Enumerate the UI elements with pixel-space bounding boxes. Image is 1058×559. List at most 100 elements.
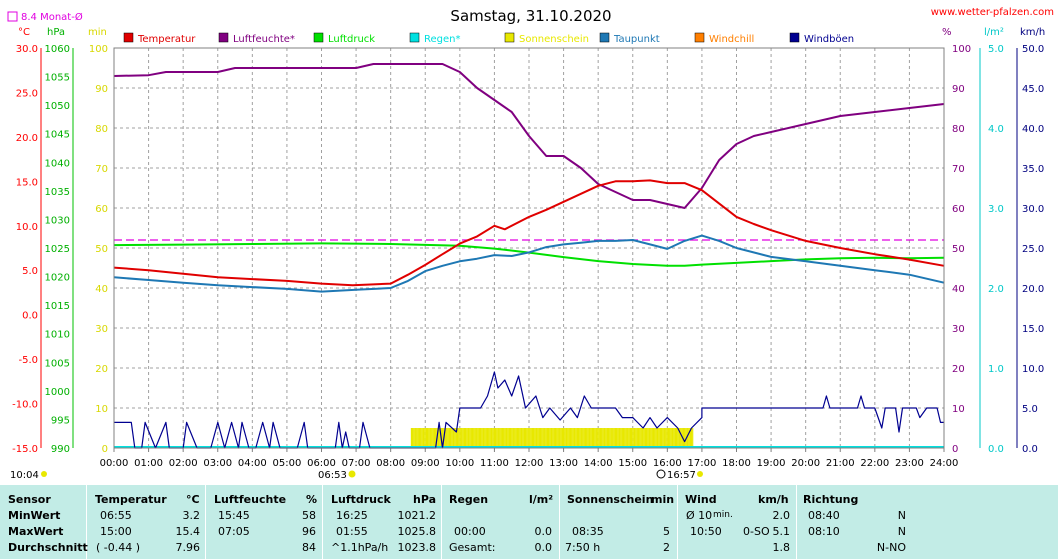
sunshine-tick-label: 80 <box>95 124 108 135</box>
rain-tick-label: 0.0 <box>988 444 1004 455</box>
wind-tick-label: 5.0 <box>1022 404 1038 415</box>
stats-avg-sun: 2 <box>663 541 670 554</box>
pressure-tick-label: 1015 <box>45 301 70 312</box>
humidity-tick-label: 20 <box>952 364 965 375</box>
x-tick-label: 15:00 <box>618 458 647 469</box>
wind-tick-label: 0.0 <box>1022 444 1038 455</box>
stats-avg-temp-dev: ( -0.44 ) <box>96 541 141 554</box>
stats-avg-press: 1023.8 <box>397 541 437 554</box>
legend-label: Temperatur <box>137 34 196 45</box>
x-tick-label: 10:00 <box>445 458 474 469</box>
x-tick-label: 21:00 <box>826 458 855 469</box>
sunset-label: 16:57 <box>667 470 696 481</box>
rain-tick-label: 1.0 <box>988 364 1004 375</box>
x-tick-label: 17:00 <box>688 458 717 469</box>
wind-tick-label: 40.0 <box>1022 124 1044 135</box>
sunset-sun-icon <box>697 471 703 477</box>
stats-max-sun-time: 08:35 <box>572 525 604 538</box>
stats-max-wind: 5.1 <box>772 525 791 538</box>
stats-panel: Sensor Temperatur °C Luftfeuchte % Luftd… <box>0 485 1058 559</box>
pressure-tick-label: 1000 <box>45 387 70 398</box>
stats-min-wind: 2.0 <box>772 509 791 522</box>
weather-chart: Samstag, 31.10.2020 www.wetter-pfalzen.c… <box>7 7 1054 481</box>
stats-header-hum-unit: % <box>306 493 318 506</box>
humidity-tick-label: 100 <box>952 44 971 55</box>
temp-tick-label: 30.0 <box>16 44 38 55</box>
unit-rain: l/m² <box>984 27 1004 38</box>
wind-tick-label: 20.0 <box>1022 284 1044 295</box>
stats-max-press-time: 01:55 <box>336 525 368 538</box>
humidity-line <box>113 63 945 209</box>
stats-max-rain-time: 00:00 <box>454 525 486 538</box>
stats-header-sensor: Sensor <box>8 493 51 506</box>
wind-tick-label: 45.0 <box>1022 84 1044 95</box>
stats-max-dir-time: 08:10 <box>808 525 840 538</box>
sunshine-tick-label: 30 <box>95 324 108 335</box>
x-tick-label: 16:00 <box>653 458 682 469</box>
sunshine-tick-label: 70 <box>95 164 108 175</box>
stats-avg-temp: 7.96 <box>175 541 201 554</box>
rain-tick-label: 2.0 <box>988 284 1004 295</box>
unit-temp: °C <box>18 27 30 38</box>
x-tick-label: 18:00 <box>722 458 751 469</box>
stats-max-temp: 15.4 <box>175 525 201 538</box>
legend: Temperatur Luftfeuchte* Luftdruck Regen* Son… <box>123 32 854 45</box>
sunrise-label: 06:53 <box>318 470 347 481</box>
stats-min-wind-label2: min. <box>713 510 733 520</box>
temp-tick-label: -5.0 <box>18 355 38 366</box>
sunshine-tick-label: 20 <box>95 364 108 375</box>
sunshine-tick-label: 90 <box>95 84 108 95</box>
humidity-tick-label: 40 <box>952 284 965 295</box>
x-tick-label: 12:00 <box>515 458 544 469</box>
legend-swatch <box>123 32 134 43</box>
month-avg-icon <box>7 11 18 22</box>
x-tick-label: 02:00 <box>169 458 198 469</box>
stats-min-dir: N <box>897 509 906 522</box>
stats-min-wind-label: Ø 10 <box>686 509 713 522</box>
sunshine-tick-label: 50 <box>95 244 108 255</box>
legend-swatch <box>218 32 229 43</box>
left-axes: 30.0 25.0 20.0 15.0 10.0 5.0 0.0 -5.0 -10.0 -15.0… <box>12 44 108 455</box>
temp-tick-label: 25.0 <box>16 88 38 99</box>
wind-tick-label: 25.0 <box>1022 244 1044 255</box>
pressure-tick-label: 1010 <box>45 330 70 341</box>
stats-header-press: Luftdruck <box>331 493 391 506</box>
stats-min-press: 1021.2 <box>397 509 437 522</box>
x-tick-label: 04:00 <box>238 458 267 469</box>
pressure-tick-label: 990 <box>51 444 70 455</box>
sunshine-tick-label: 0 <box>102 444 108 455</box>
stats-min-temp: 3.2 <box>182 509 201 522</box>
legend-label: Windchill <box>709 34 754 45</box>
stats-header-rain-unit: l/m² <box>529 493 554 506</box>
pressure-tick-label: 1030 <box>45 215 70 226</box>
unit-pressure: hPa <box>47 27 65 38</box>
stats-header-sun: Sonnenschein <box>567 493 654 506</box>
stats-header-dir: Richtung <box>803 493 859 506</box>
x-tick-label: 11:00 <box>480 458 509 469</box>
stats-avg-dir: N-NO <box>876 541 906 554</box>
x-tick-label: 08:00 <box>376 458 405 469</box>
sunshine-series <box>410 428 694 448</box>
stats-avg-rain-label: Gesamt: <box>449 541 496 554</box>
stats-header-sun-unit: min <box>651 493 675 506</box>
stats-header-temp: Temperatur <box>95 493 167 506</box>
stats-min-label: MinWert <box>8 509 61 522</box>
stats-avg-press-trend: ^1.1hPa/h <box>331 541 389 554</box>
legend-swatch <box>789 32 800 43</box>
humidity-tick-label: 0 <box>952 444 958 455</box>
x-tick-label: 00:00 <box>100 458 129 469</box>
stats-avg-wind: 1.8 <box>772 541 791 554</box>
pressure-tick-label: 1040 <box>45 158 70 169</box>
x-tick-label: 07:00 <box>342 458 371 469</box>
legend-label: Luftdruck <box>328 34 375 45</box>
unit-sunshine: min <box>88 27 107 38</box>
stats-max-temp-time: 15:00 <box>100 525 132 538</box>
website-link[interactable]: www.wetter-pfalzen.com <box>931 7 1054 18</box>
stats-header-rain: Regen <box>449 493 489 506</box>
stats-max-wind-dir: 0-SO <box>743 525 770 538</box>
temp-tick-label: 15.0 <box>16 177 38 188</box>
wind-tick-label: 10.0 <box>1022 364 1044 375</box>
stats-max-dir: N <box>897 525 906 538</box>
x-tick-label: 06:00 <box>307 458 336 469</box>
stats-max-rain: 0.0 <box>534 525 553 538</box>
